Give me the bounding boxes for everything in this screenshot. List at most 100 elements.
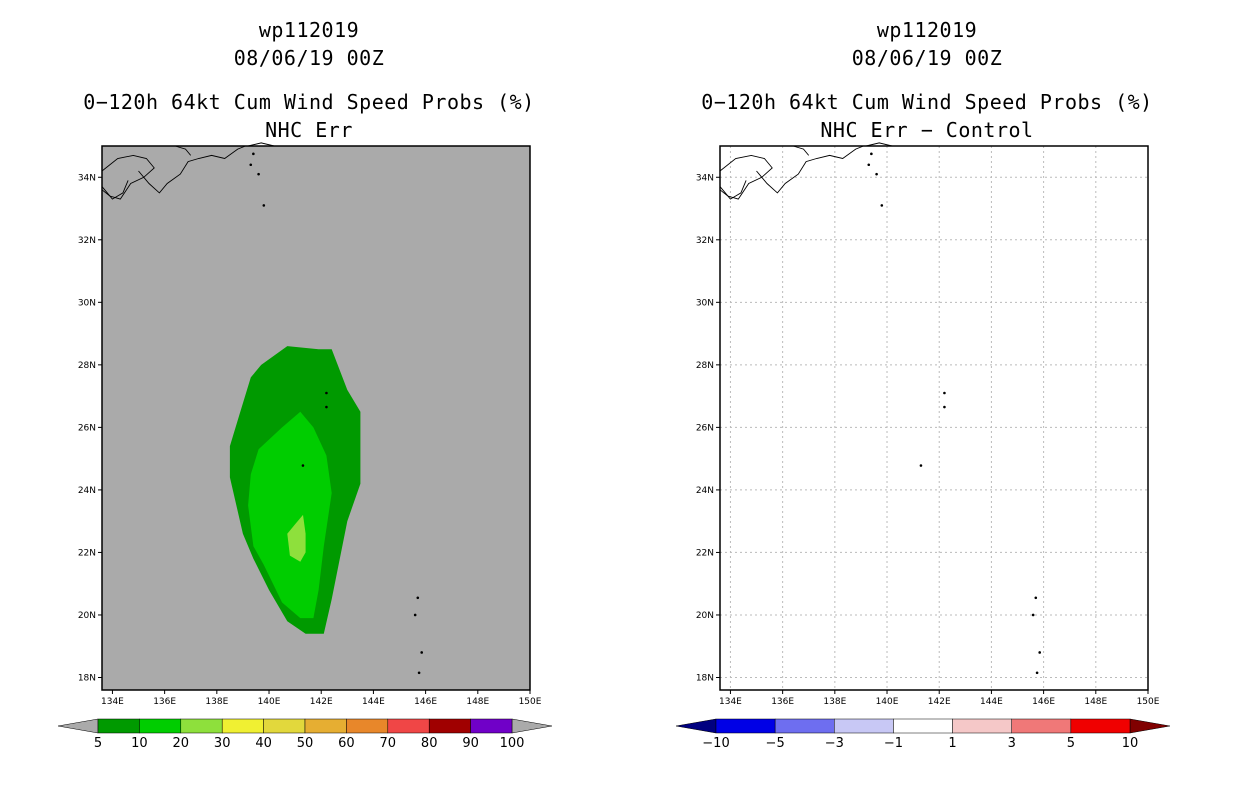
colorbar-label: 100 xyxy=(500,736,525,751)
y-tick-label: 30N xyxy=(696,298,714,308)
island xyxy=(325,391,328,395)
y-tick-label: 18N xyxy=(78,673,96,683)
island xyxy=(867,163,871,167)
x-tick-label: 150E xyxy=(1137,697,1160,707)
island xyxy=(420,651,423,654)
colorbar-label: −5 xyxy=(766,736,785,751)
panel-subtitle: NHC Err xyxy=(265,118,353,142)
colorbar-end-left xyxy=(57,718,99,734)
island xyxy=(943,405,946,409)
colorbar-swatch xyxy=(428,718,471,734)
y-tick-label: 30N xyxy=(78,298,96,308)
colorbar-swatch xyxy=(97,718,140,734)
panel-left: wp112019 08/06/19 00Z 0−120h 64kt Cum Wi… xyxy=(57,18,553,751)
coastline xyxy=(101,180,129,200)
x-tick-label: 134E xyxy=(101,697,124,707)
map-plot: 134E 136E 138E 140E 142E 144E 146E 148E 150E 18N 2… xyxy=(57,142,553,751)
x-tick-label: 148E xyxy=(1084,697,1107,707)
x-tick-label: 142E xyxy=(928,697,951,707)
colorbar-swatch xyxy=(180,718,223,734)
x-tick-label: 148E xyxy=(466,697,489,707)
y-tick-label: 18N xyxy=(696,673,714,683)
y-tick-label: 20N xyxy=(78,611,96,621)
coastline xyxy=(792,145,810,156)
y-tick-label: 24N xyxy=(78,486,96,496)
colorbar-label: 70 xyxy=(380,736,397,751)
plot-frame xyxy=(719,145,1149,691)
colorbar-swatch xyxy=(304,718,347,734)
y-tick-label: 32N xyxy=(78,236,96,246)
colorbar-end-right xyxy=(1129,718,1171,734)
plot-area xyxy=(720,146,1148,690)
coastline xyxy=(756,145,864,194)
storm-id: wp112019 xyxy=(258,18,360,42)
y-tick-label: 26N xyxy=(696,423,714,433)
prob-contour-10 xyxy=(248,411,332,619)
y-tick-label: 26N xyxy=(78,423,96,433)
x-tick-label: 138E xyxy=(823,697,846,707)
product-title: 0−120h 64kt Cum Wind Speed Probs (%) xyxy=(83,90,535,114)
island xyxy=(1031,613,1035,617)
panel-subtitle: NHC Err − Control xyxy=(820,118,1034,142)
colorbar-label: 1 xyxy=(948,736,956,751)
colorbar-swatch xyxy=(387,718,430,734)
colorbar-label: 80 xyxy=(421,736,438,751)
island xyxy=(325,405,328,409)
island xyxy=(257,172,260,176)
island xyxy=(252,152,255,156)
x-tick-label: 144E xyxy=(980,697,1003,707)
y-tick-label: 34N xyxy=(696,173,714,183)
colorbar-swatch xyxy=(952,718,1012,734)
colorbar-swatch xyxy=(470,718,513,734)
y-tick-label: 22N xyxy=(78,548,96,558)
colorbar-label: −1 xyxy=(884,736,903,751)
x-tick-label: 136E xyxy=(153,697,176,707)
colorbar-swatch xyxy=(263,718,306,734)
colorbar-swatch xyxy=(1011,718,1072,734)
y-tick-label: 28N xyxy=(696,361,714,371)
colorbar-label: −3 xyxy=(825,736,844,751)
colorbar-label: 60 xyxy=(338,736,355,751)
map-plot: 134E 136E 138E 140E 142E 144E 146E 148E 150E 18N 2… xyxy=(675,142,1171,751)
x-tick-label: 138E xyxy=(205,697,228,707)
colorbar-swatch xyxy=(221,718,264,734)
island xyxy=(875,172,878,176)
island xyxy=(880,204,884,207)
colorbar-swatch xyxy=(1070,718,1131,734)
y-tick-label: 28N xyxy=(78,361,96,371)
colorbar-swatch xyxy=(774,718,835,734)
x-tick-label: 146E xyxy=(414,697,437,707)
island xyxy=(1038,651,1041,654)
colorbar-label: 50 xyxy=(297,736,314,751)
island xyxy=(919,464,923,467)
colorbar-swatch xyxy=(346,718,389,734)
x-tick-label: 140E xyxy=(876,697,899,707)
forecast-date: 08/06/19 00Z xyxy=(233,46,385,70)
coastline xyxy=(174,145,192,156)
colorbar-end-left xyxy=(675,718,717,734)
forecast-date: 08/06/19 00Z xyxy=(851,46,1003,70)
x-tick-label: 140E xyxy=(258,697,281,707)
colorbar-label: 40 xyxy=(255,736,272,751)
colorbar-label: 3 xyxy=(1008,736,1016,751)
colorbar-label: 30 xyxy=(214,736,231,751)
y-tick-label: 34N xyxy=(78,173,96,183)
colorbar-end-right xyxy=(511,718,553,734)
colorbar-label: −10 xyxy=(702,736,729,751)
panel-right: wp112019 08/06/19 00Z 0−120h 64kt Cum Wi… xyxy=(618,0,1236,800)
x-tick-label: 134E xyxy=(719,697,742,707)
y-tick-label: 22N xyxy=(696,548,714,558)
x-tick-label: 150E xyxy=(519,697,542,707)
colorbar-swatch xyxy=(834,718,894,734)
coastline xyxy=(138,145,246,194)
colorbar-swatch xyxy=(893,718,953,734)
x-tick-label: 146E xyxy=(1032,697,1055,707)
island xyxy=(262,204,266,207)
island xyxy=(301,464,305,467)
colorbar-label: 20 xyxy=(173,736,190,751)
colorbar-label: 5 xyxy=(1067,736,1075,751)
island xyxy=(417,671,421,675)
island xyxy=(413,613,417,617)
y-tick-label: 24N xyxy=(696,486,714,496)
coastline xyxy=(719,180,747,200)
